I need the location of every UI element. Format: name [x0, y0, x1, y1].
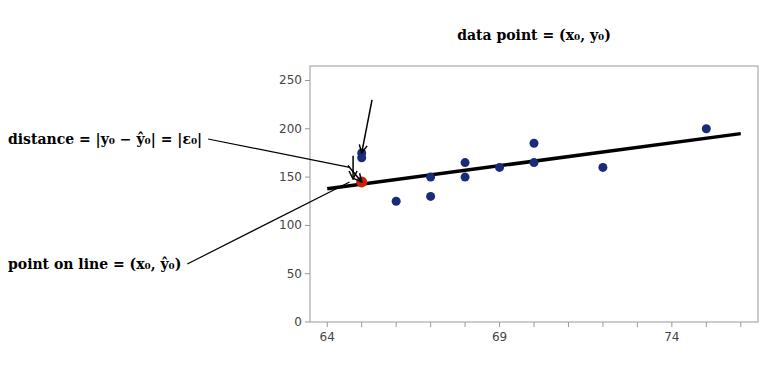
scatter-point	[495, 163, 504, 172]
y-tick-label: 150	[279, 170, 302, 184]
y-tick	[305, 177, 310, 178]
x-tick-label: 69	[492, 330, 507, 344]
x-tick	[499, 322, 500, 327]
y-tick-label: 100	[279, 218, 302, 232]
x-tick	[637, 322, 638, 327]
y-tick-label: 50	[287, 267, 302, 281]
annotation: data point = (x₀, y₀)	[457, 27, 611, 43]
scatter-point	[530, 158, 539, 167]
y-tick	[305, 225, 310, 226]
y-tick	[305, 80, 310, 81]
scatter-point	[598, 163, 607, 172]
scatter-point	[530, 139, 539, 148]
connector	[187, 182, 349, 264]
fit-line	[327, 134, 741, 189]
x-tick	[568, 322, 569, 327]
annotation: point on line = (x₀, ŷ₀)	[8, 256, 181, 272]
connector	[208, 139, 350, 167]
arrow	[352, 156, 354, 179]
x-tick	[396, 322, 397, 327]
y-tick-label: 200	[279, 122, 302, 136]
scatter-point	[702, 124, 711, 133]
scatter-point	[392, 197, 401, 206]
scatter-point	[461, 173, 470, 182]
scatter-point	[357, 153, 366, 162]
x-tick	[602, 322, 603, 327]
x-tick	[671, 322, 672, 327]
x-tick	[361, 322, 362, 327]
arrow	[362, 100, 372, 153]
y-tick	[305, 128, 310, 129]
y-tick-label: 0	[294, 315, 302, 329]
annotation: distance = |y₀ − ŷ₀| = |ε₀|	[8, 131, 202, 148]
plot-frame	[310, 66, 758, 322]
x-tick	[534, 322, 535, 327]
x-tick	[465, 322, 466, 327]
y-tick-label: 250	[279, 73, 302, 87]
scatter-point	[426, 192, 435, 201]
x-tick	[740, 322, 741, 327]
scatter-point	[426, 173, 435, 182]
x-tick-label: 64	[320, 330, 335, 344]
x-tick	[430, 322, 431, 327]
y-tick	[305, 273, 310, 274]
y-tick	[305, 322, 310, 323]
x-tick	[327, 322, 328, 327]
chart: 64 69 74 0 50 100 150 200 250 data point = (x₀, y…	[0, 0, 782, 366]
scatter-point	[461, 158, 470, 167]
plot-area	[327, 124, 741, 205]
x-tick-label: 74	[664, 330, 679, 344]
x-tick	[706, 322, 707, 327]
arrow	[348, 166, 362, 182]
